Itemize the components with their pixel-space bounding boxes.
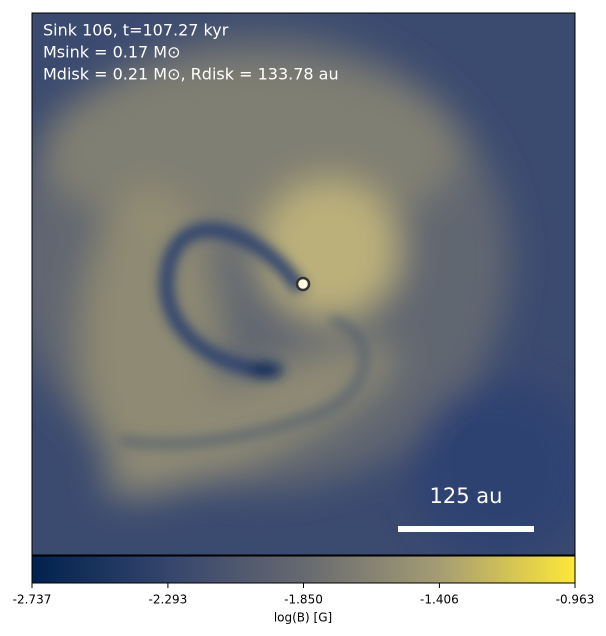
sink-marker (295, 276, 311, 292)
annotation: Mdisk = 0.21 M⊙, Rdisk = 133.78 au (43, 65, 339, 84)
colorbar (31, 555, 576, 584)
field-image (32, 13, 575, 555)
colorbar-label: log(B) [G] (274, 611, 332, 625)
annotation: Msink = 0.17 M⊙ (43, 43, 181, 62)
tick-label: -0.963 (556, 593, 595, 607)
annotation: Sink 106, t=107.27 kyr (43, 21, 229, 40)
plot-frame (31, 12, 576, 556)
scale-bar-label: 125 au (430, 484, 503, 508)
tick-label: -2.293 (149, 593, 188, 607)
tick-label: -1.850 (284, 593, 323, 607)
tick-label: -1.406 (420, 593, 459, 607)
tick-label: -2.737 (13, 593, 52, 607)
